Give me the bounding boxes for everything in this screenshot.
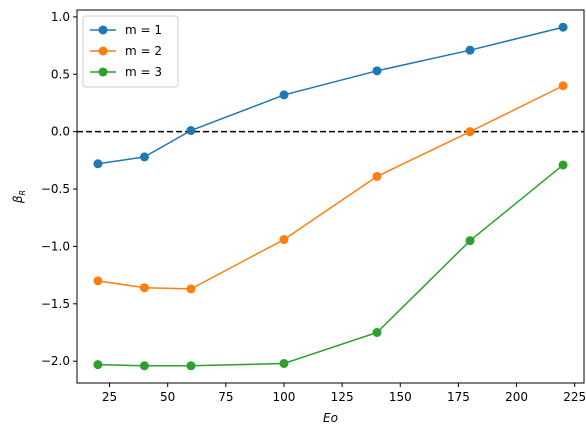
series-2-point [372, 171, 382, 181]
x-tick-label: 175 [447, 390, 470, 404]
series-1 [93, 22, 568, 169]
series-1-point [372, 66, 382, 76]
series-1-point [93, 159, 103, 169]
series-1-point [139, 152, 149, 162]
series-2 [93, 81, 568, 294]
series-2-point [279, 235, 289, 245]
legend-item-2: m = 2 [90, 44, 162, 58]
x-tick-label: 25 [102, 390, 117, 404]
series-3-point [139, 361, 149, 371]
plot-area-frame [76, 9, 585, 384]
y-axis-label: βR [11, 190, 27, 204]
series-3-point [186, 361, 196, 371]
legend-swatch-marker [98, 25, 108, 35]
y-tick-label: 0.5 [51, 67, 70, 81]
y-tick-label: −1.5 [41, 297, 70, 311]
y-tick-label: 1.0 [51, 10, 70, 24]
legend: m = 1 m = 2 m = 3 [82, 15, 179, 88]
y-axis-label-main: β [11, 195, 25, 204]
x-axis-label: Eo [323, 411, 338, 425]
y-tick-label: −1.0 [41, 239, 70, 253]
series-3-point [558, 160, 568, 170]
y-tick-label: 0.0 [51, 125, 70, 139]
x-tick-label: 100 [273, 390, 296, 404]
y-tick-label: −2.0 [41, 354, 70, 368]
series-2-point [465, 127, 475, 137]
series-2-point [139, 283, 149, 293]
series-1-point [465, 45, 475, 55]
series-2-point [558, 81, 568, 91]
x-tick-label: 75 [218, 390, 233, 404]
series-3-point [465, 236, 475, 246]
series-3-point [93, 360, 103, 370]
legend-box [82, 15, 179, 88]
series-1-point [186, 126, 196, 136]
series-3-point [279, 358, 289, 368]
y-axis-label-subscript: R [18, 190, 27, 196]
legend-item-3: m = 3 [90, 65, 162, 79]
series-1-point [558, 22, 568, 32]
series-2-point [93, 276, 103, 286]
legend-swatch-marker [98, 46, 108, 56]
series-1-point [279, 90, 289, 100]
x-tick-label: 200 [505, 390, 528, 404]
legend-swatch-marker [98, 67, 108, 77]
series-3-point [372, 328, 382, 338]
x-tick-label: 125 [331, 390, 354, 404]
series-3-line [97, 164, 564, 367]
legend-label: m = 1 [125, 23, 162, 37]
legend-item-1: m = 1 [90, 23, 162, 37]
series-3 [93, 160, 568, 371]
x-tick-label: 150 [389, 390, 412, 404]
x-tick-label: 225 [563, 390, 586, 404]
series-2-point [186, 284, 196, 294]
y-tick-label: −0.5 [41, 182, 70, 196]
x-tick-label: 50 [160, 390, 175, 404]
series-2-line [97, 85, 564, 290]
legend-label: m = 3 [125, 65, 162, 79]
legend-label: m = 2 [125, 44, 162, 58]
